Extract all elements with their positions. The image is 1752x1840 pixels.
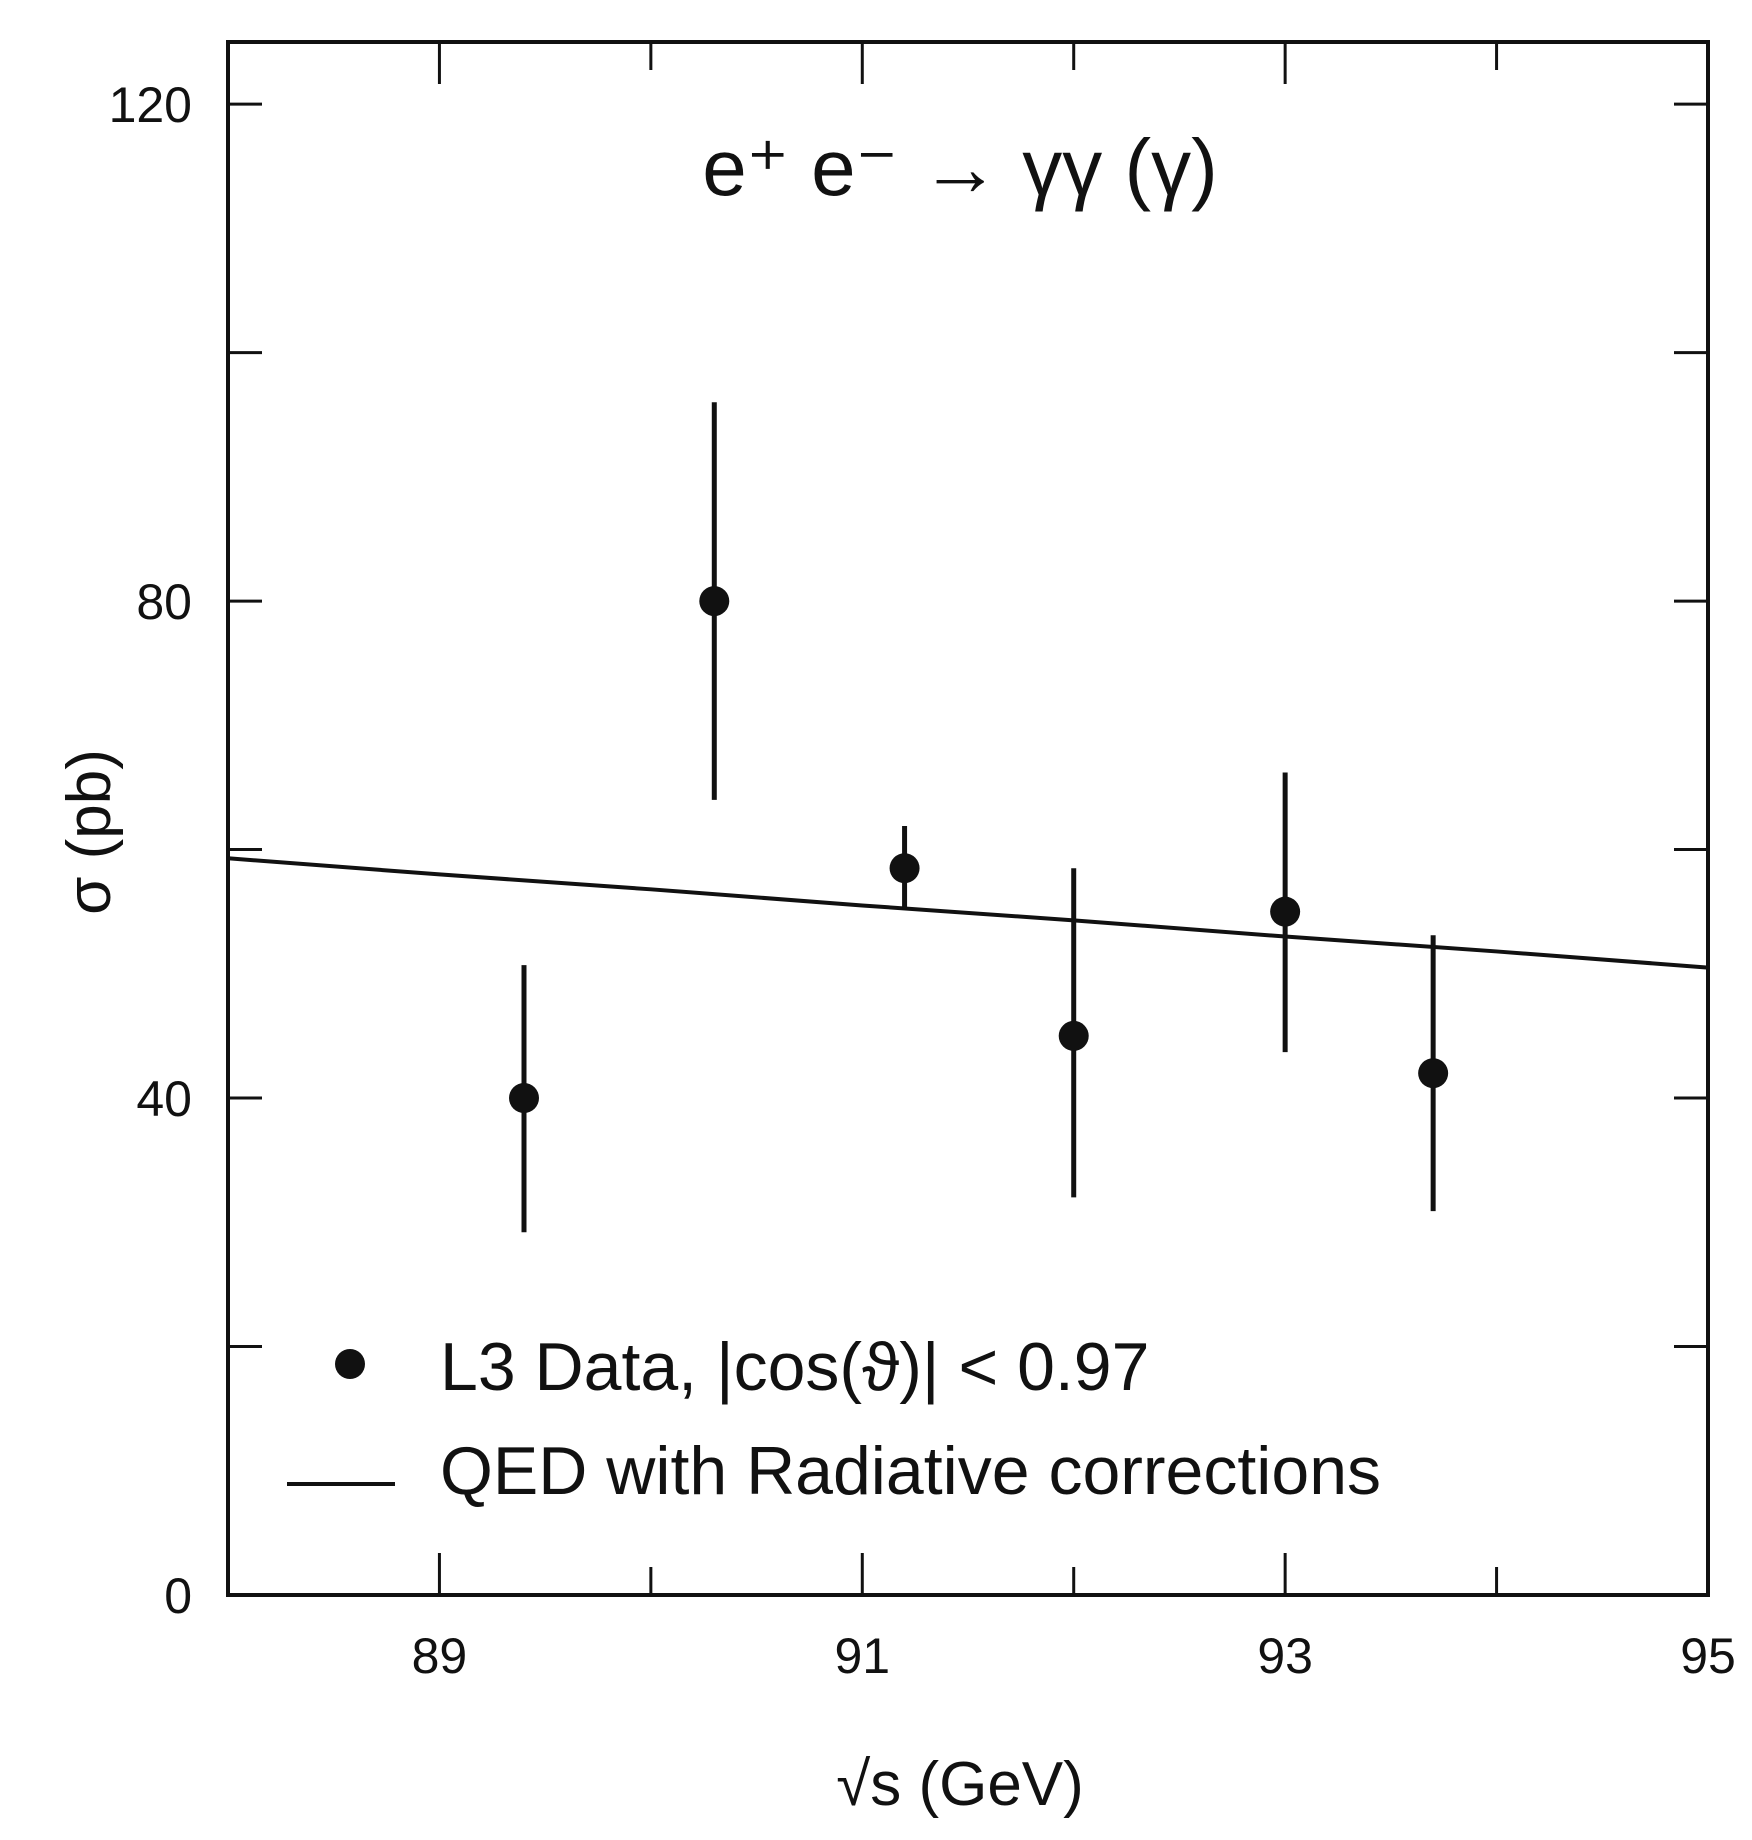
data-point [889,853,920,884]
y-tick-label: 40 [136,1071,192,1127]
data-point [699,586,730,617]
y-tick-label: 80 [136,574,192,630]
x-tick-label: 89 [412,1628,468,1684]
x-tick-label: 91 [834,1628,890,1684]
y-tick-label: 120 [109,77,192,133]
x-tick-label: 93 [1257,1628,1313,1684]
y-axis-label: σ (pb) [55,749,124,915]
chart-title: e⁺ e⁻ → γγ (γ) [702,123,1218,212]
legend-marker-data [335,1349,365,1379]
x-tick-label: 95 [1680,1628,1736,1684]
legend-label-line: QED with Radiative corrections [440,1433,1381,1509]
legend-label-data: L3 Data, |cos(ϑ)| < 0.97 [440,1329,1149,1405]
data-point [1058,1020,1089,1051]
x-axis-label: √s (GeV) [836,1750,1084,1819]
legend: L3 Data, |cos(ϑ)| < 0.97 QED with Radiat… [287,1329,1381,1509]
qed-curve-layer [227,856,1709,970]
y-axis: 0 40 80 120 [109,77,1708,1624]
data-points-layer [509,402,1449,1233]
data-point [1418,1058,1449,1089]
y-tick-label: 0 [164,1568,192,1624]
plot-border [226,40,1710,1597]
x-axis: 89 91 93 95 [226,42,1736,1684]
data-point [509,1083,539,1114]
qed-curve-line [227,856,1709,970]
data-point [1270,896,1301,927]
plot-frame [226,40,1710,1597]
